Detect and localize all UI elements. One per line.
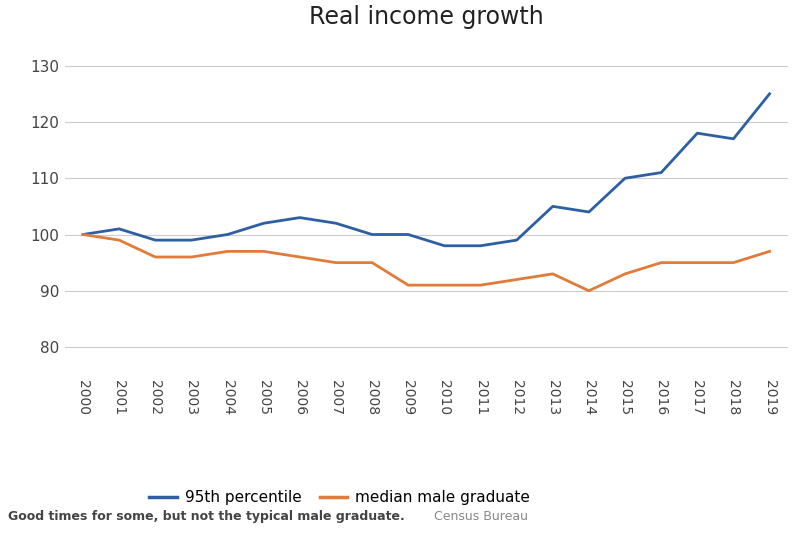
Legend: 95th percentile, median male graduate: 95th percentile, median male graduate (144, 484, 535, 511)
Text: Good times for some, but not the typical male graduate.: Good times for some, but not the typical… (8, 510, 405, 523)
Title: Real income growth: Real income growth (308, 5, 543, 28)
Text: Census Bureau: Census Bureau (434, 510, 528, 523)
